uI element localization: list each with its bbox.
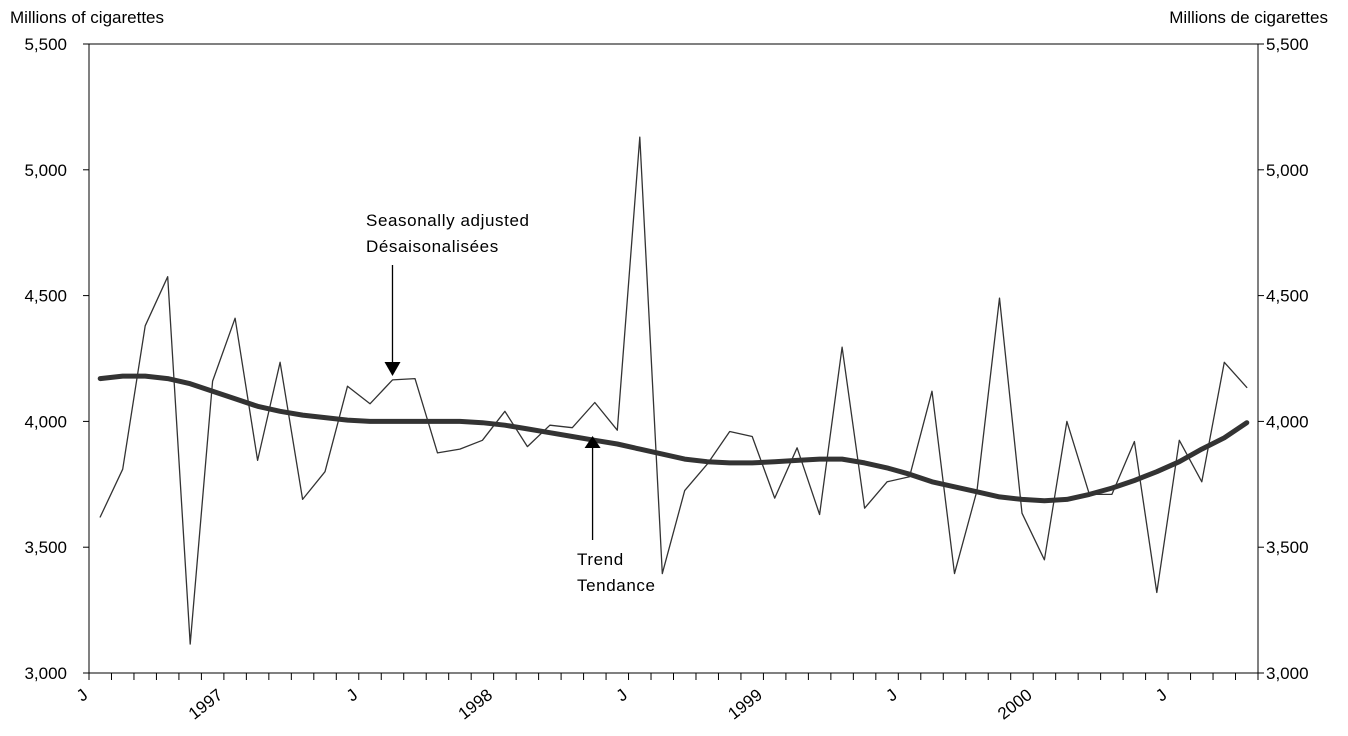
annotation-seasonally-adjusted: Seasonally adjusted [366,211,530,230]
x-tick-label: J [882,685,900,705]
x-tick-label: 2000 [994,685,1036,723]
y-tick-label-left: 3,500 [24,538,67,557]
y-tick-label-left: 3,000 [24,664,67,683]
y-tick-label-left: 4,500 [24,287,67,306]
y-tick-label-right: 3,000 [1266,664,1309,683]
y-tick-label-left: 5,500 [24,35,67,54]
annotation-trend: Trend [577,550,624,569]
x-tick-label: 1998 [455,685,497,723]
x-tick-label: 1997 [185,685,227,723]
axes: 3,000 3,000 3,500 3,500 4,000 4,000 4,500 4,500… [24,35,1308,723]
y-tick-label-right: 5,000 [1266,161,1309,180]
x-tick-label: 1999 [724,685,766,723]
annotation-layer: Seasonally adjusted Désaisonalisées Tren… [366,211,656,595]
y-tick-label-right: 4,000 [1266,412,1309,431]
y-tick-label-right: 3,500 [1266,538,1309,557]
y-tick-label-right: 4,500 [1266,287,1309,306]
y-axis-title-right: Millions de cigarettes [1169,8,1328,27]
series-layer [97,136,1250,645]
arrowhead-trend [584,436,601,448]
x-tick-label: J [343,685,361,705]
annotation-desaisonalisees: Désaisonalisées [366,237,499,256]
x-tick-label: J [613,685,631,705]
y-tick-label-left: 4,000 [24,412,67,431]
y-tick-label-left: 5,000 [24,161,67,180]
series-trend-line [97,373,1250,504]
series-seasonally-adjusted-line [99,136,1248,645]
y-tick-label-right: 5,500 [1266,35,1309,54]
y-axis-title-left: Millions of cigarettes [10,8,165,27]
arrowhead-seasonally-adjusted [384,362,401,376]
annotation-tendance: Tendance [577,576,656,595]
x-tick-label: J [73,685,91,705]
x-tick-label: J [1152,685,1170,705]
